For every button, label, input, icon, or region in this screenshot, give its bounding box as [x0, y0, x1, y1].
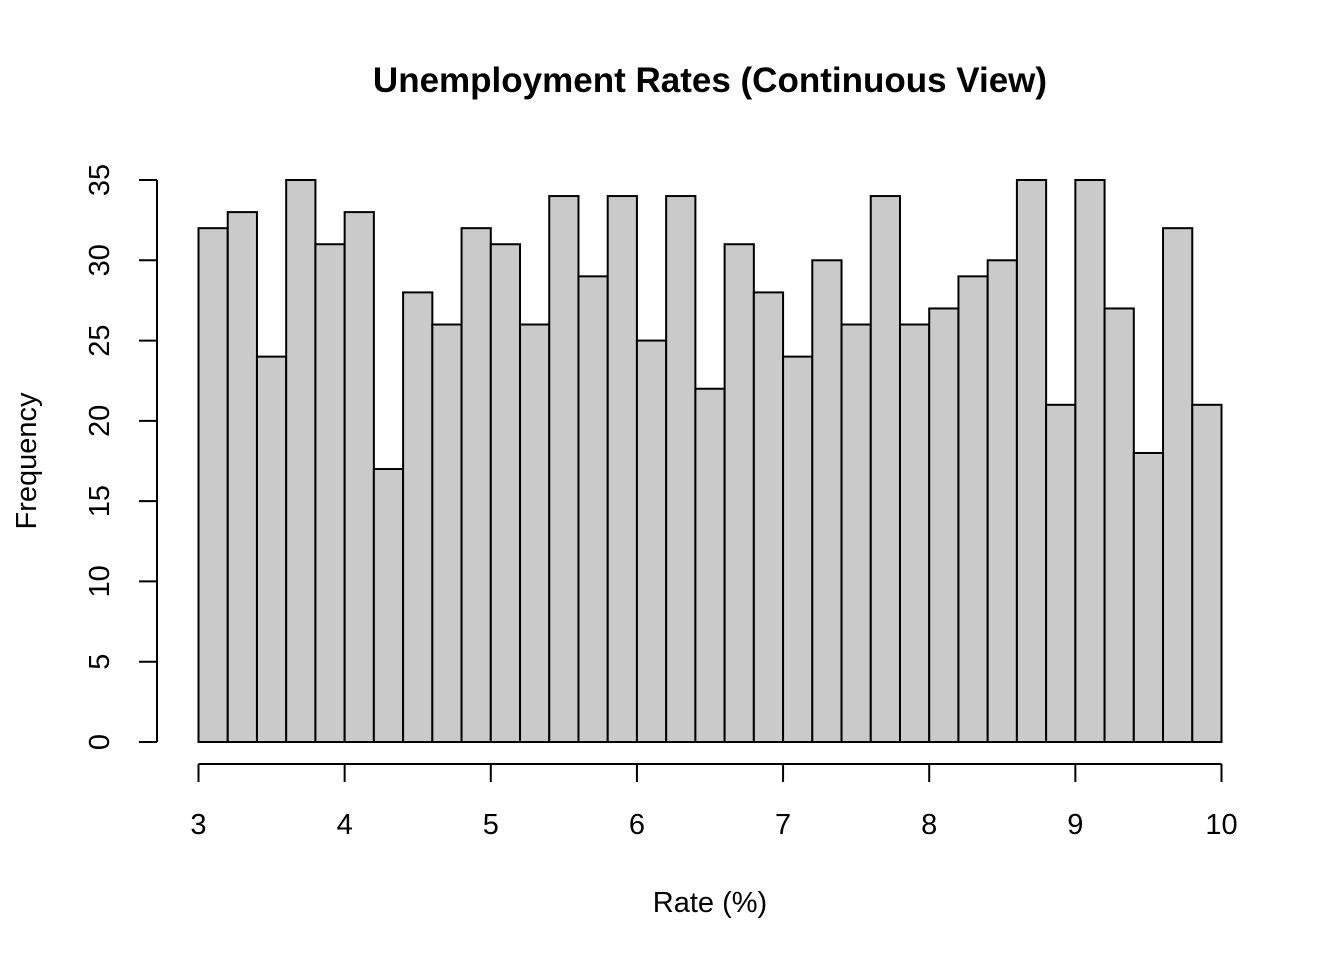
histogram-bar — [811, 259, 843, 743]
histogram-bar — [431, 323, 463, 743]
histogram-bar — [197, 227, 229, 743]
histogram-bar — [957, 275, 989, 743]
y-axis-label: Frequency — [11, 392, 43, 530]
histogram-bar — [255, 355, 288, 743]
histogram-bar — [840, 323, 872, 743]
x-axis: 3 4 5 6 7 8 9 10 — [190, 763, 1238, 841]
histogram-bar — [1132, 451, 1165, 743]
histogram-bar — [1045, 403, 1077, 743]
histogram-bar — [986, 259, 1018, 743]
histogram-bar — [548, 195, 580, 744]
histogram-bar — [577, 275, 609, 743]
histogram-bar — [226, 211, 258, 744]
x-tick-label: 7 — [775, 809, 791, 841]
histogram-bar — [1162, 227, 1194, 743]
x-tick-label: 10 — [1205, 809, 1237, 841]
chart-title: Unemployment Rates (Continuous View) — [373, 61, 1047, 100]
x-tick-label: 3 — [190, 809, 206, 841]
histogram-bar — [635, 339, 668, 743]
y-tick-label: 0 — [84, 734, 116, 750]
histogram-bar — [606, 195, 638, 744]
y-tick-label: 20 — [84, 405, 116, 437]
histogram-bar — [694, 387, 726, 743]
y-tick-label: 15 — [84, 485, 116, 517]
y-tick-label: 10 — [84, 565, 116, 597]
histogram-bar — [1015, 179, 1048, 743]
y-tick-label: 35 — [84, 164, 116, 196]
bars-group — [197, 179, 1223, 744]
histogram-bar — [460, 227, 492, 743]
histogram-bar — [1074, 179, 1106, 743]
histogram-bar — [372, 468, 405, 743]
x-tick-label: 6 — [629, 809, 645, 841]
histogram-bar — [869, 195, 901, 744]
histogram-bar — [782, 355, 814, 743]
histogram-bar — [402, 291, 434, 743]
x-tick-label: 4 — [337, 809, 353, 841]
y-tick-label: 5 — [84, 654, 116, 670]
histogram-bar — [723, 243, 755, 743]
x-tick-label: 8 — [921, 809, 937, 841]
y-axis: 0 5 10 15 20 25 30 35 — [84, 164, 158, 750]
histogram-bar — [489, 243, 522, 743]
histogram-bar — [928, 307, 960, 743]
y-tick-label: 30 — [84, 244, 116, 276]
histogram-bar — [665, 195, 697, 744]
histogram-bar — [898, 323, 931, 743]
x-tick-label: 5 — [483, 809, 499, 841]
histogram-bar — [285, 179, 317, 743]
x-axis-label: Rate (%) — [653, 887, 767, 919]
histogram-bar — [519, 323, 551, 743]
histogram-bar — [343, 211, 375, 744]
y-tick-label: 25 — [84, 324, 116, 356]
histogram-bar — [752, 291, 785, 743]
x-tick-label: 9 — [1067, 809, 1083, 841]
histogram-bar — [314, 243, 346, 743]
histogram-bar — [1103, 307, 1135, 743]
histogram-bar — [1191, 403, 1223, 743]
